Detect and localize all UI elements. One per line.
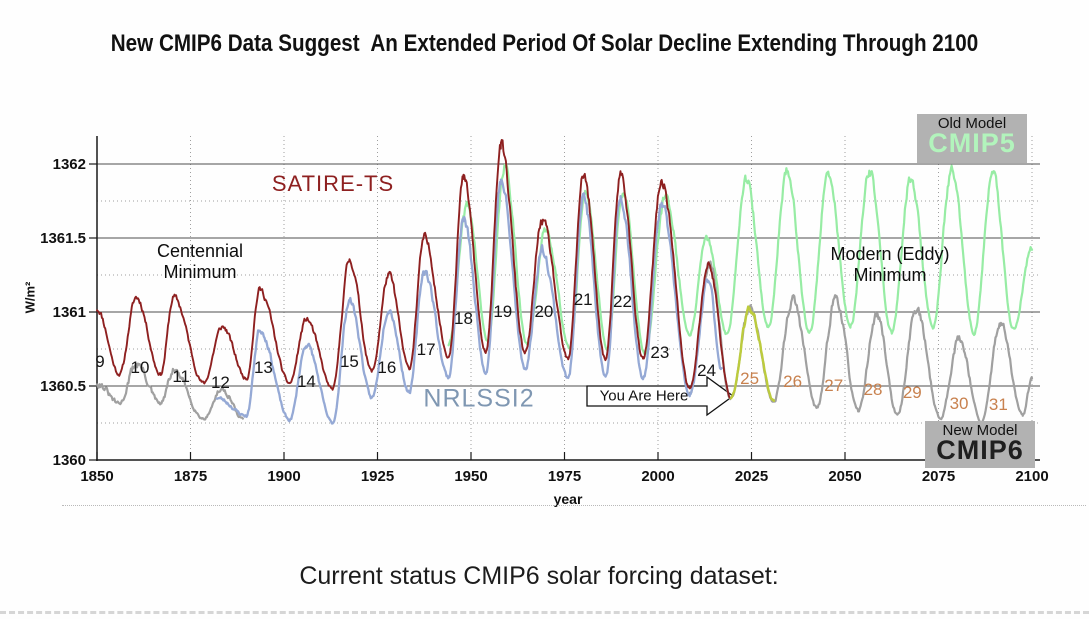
cmip5-legend-box: Old Model CMIP5 bbox=[917, 114, 1027, 163]
cycle-label-9: 9 bbox=[95, 352, 105, 372]
cycle-label-24: 24 bbox=[697, 361, 717, 381]
cmip6-label: CMIP6 bbox=[936, 435, 1024, 465]
cycle-label-10: 10 bbox=[130, 358, 150, 378]
x-tick-label-2050: 2050 bbox=[828, 468, 862, 485]
series-line-satire-ts bbox=[96, 139, 732, 400]
y-tick-label-1361: 1361 bbox=[52, 304, 86, 321]
centennial-minimum-line2: Minimum bbox=[163, 262, 237, 282]
modern-eddy-minimum-annotation: Modern (Eddy) Minimum bbox=[830, 244, 949, 286]
new-model-label: New Model bbox=[942, 422, 1018, 439]
you-are-here-arrow bbox=[586, 375, 735, 417]
cycle-label-11: 11 bbox=[172, 367, 190, 387]
x-tick-label-2000: 2000 bbox=[641, 468, 675, 485]
x-tick-label-1875: 1875 bbox=[173, 468, 208, 485]
cycle-label-17: 17 bbox=[416, 340, 436, 360]
x-tick-label-1975: 1975 bbox=[547, 468, 582, 485]
x-tick-label-1850: 1850 bbox=[80, 468, 114, 485]
cycle-label-27: 27 bbox=[824, 376, 844, 395]
you-are-here-label: You Are Here bbox=[599, 387, 689, 405]
series-line-cycle25-highlight bbox=[729, 305, 776, 402]
modern-eddy-minimum-line2: Minimum bbox=[853, 265, 927, 285]
cmip6-legend-box: New Model CMIP6 bbox=[925, 421, 1035, 468]
page-bottom-divider bbox=[0, 611, 1089, 614]
page-title: New CMIP6 Data Suggest An Extended Perio… bbox=[110, 30, 979, 57]
cycle-label-12: 12 bbox=[210, 373, 230, 393]
cycle-label-29: 29 bbox=[902, 383, 922, 403]
x-tick-label-2025: 2025 bbox=[734, 468, 769, 485]
cycle-label-14: 14 bbox=[296, 371, 316, 391]
y-tick-label-1361.5: 1361.5 bbox=[40, 230, 86, 247]
modern-eddy-minimum-line1: Modern (Eddy) bbox=[830, 244, 950, 264]
nrlssi2-series-label: NRLSSI2 bbox=[423, 384, 535, 413]
caption-text: Current status CMIP6 solar forcing datas… bbox=[299, 562, 779, 590]
figure-bottom-divider bbox=[62, 505, 1086, 506]
cycle-label-20: 20 bbox=[534, 302, 554, 321]
x-axis-label: year bbox=[553, 491, 583, 507]
cycle-label-18: 18 bbox=[454, 309, 473, 329]
cycle-label-23: 23 bbox=[650, 343, 670, 363]
x-tick-label-1925: 1925 bbox=[360, 468, 395, 485]
y-tick-label-1360.5: 1360.5 bbox=[40, 378, 86, 395]
old-model-label: Old Model bbox=[937, 115, 1007, 132]
centennial-minimum-annotation: Centennial Minimum bbox=[157, 241, 243, 283]
cmip5-label: CMIP5 bbox=[928, 128, 1016, 158]
series-line-cmip6-historical bbox=[95, 362, 244, 421]
cycle-label-21: 21 bbox=[573, 290, 593, 310]
y-tick-label-1360: 1360 bbox=[52, 452, 86, 469]
cycle-label-15: 15 bbox=[339, 352, 359, 372]
x-tick-label-2075: 2075 bbox=[921, 468, 956, 485]
x-tick-label-1950: 1950 bbox=[454, 468, 488, 485]
y-tick-label-1362: 1362 bbox=[52, 156, 86, 173]
cycle-label-31: 31 bbox=[988, 395, 1008, 415]
series-line-cmip5 bbox=[447, 163, 1034, 356]
cycle-label-25: 25 bbox=[740, 368, 760, 388]
cycle-label-16: 16 bbox=[377, 358, 397, 378]
centennial-minimum-line1: Centennial bbox=[156, 241, 244, 261]
cycle-label-19: 19 bbox=[493, 302, 513, 321]
cycle-label-13: 13 bbox=[253, 358, 273, 378]
x-tick-label-1900: 1900 bbox=[267, 468, 301, 485]
cycle-label-30: 30 bbox=[949, 393, 969, 413]
cycle-label-22: 22 bbox=[613, 291, 632, 311]
x-tick-label-2100: 2100 bbox=[1015, 468, 1049, 485]
cycle-label-28: 28 bbox=[863, 380, 883, 400]
satire-ts-series-label: SATIRE-TS bbox=[271, 171, 395, 196]
cycle-label-26: 26 bbox=[783, 371, 803, 391]
series-line-nrlssi2 bbox=[215, 178, 723, 425]
